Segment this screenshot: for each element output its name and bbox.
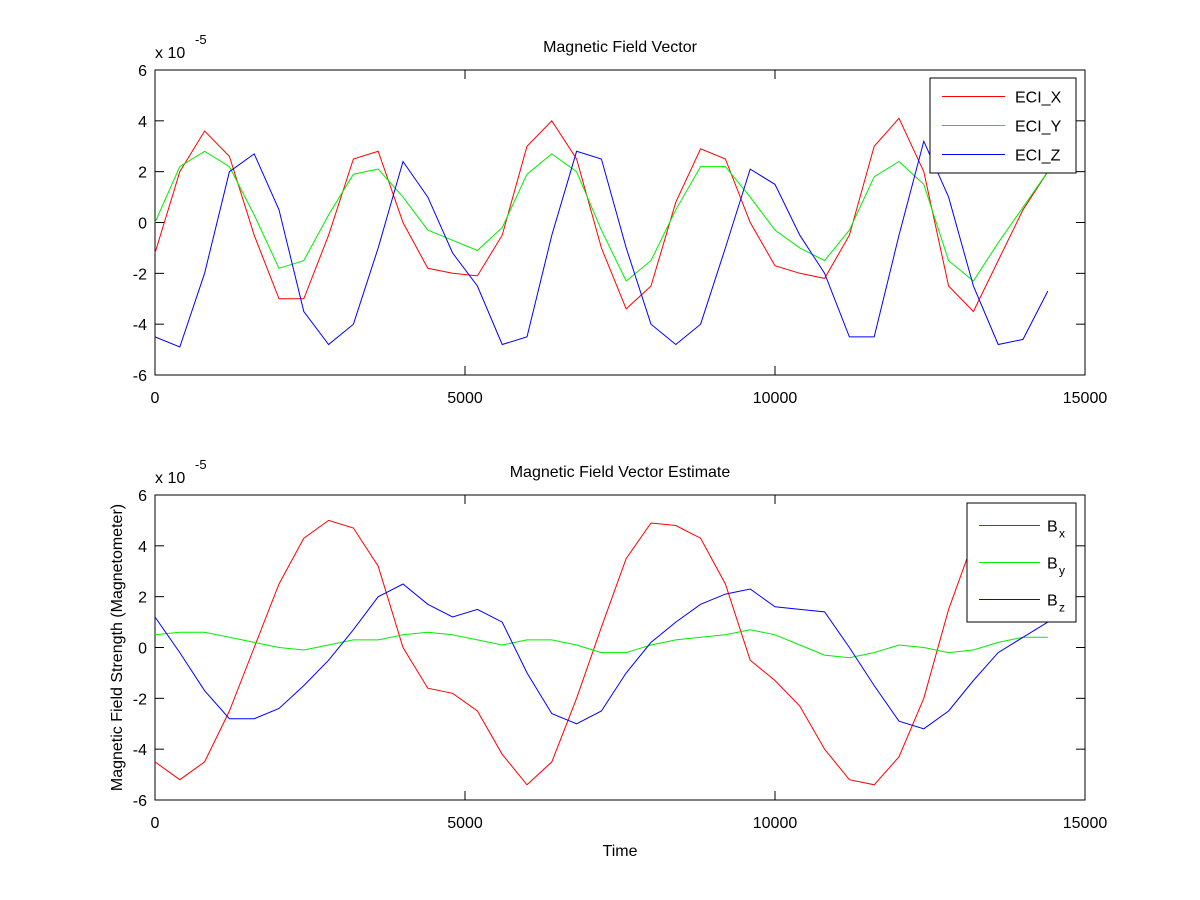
y-tick-label: 6 bbox=[138, 488, 147, 505]
legend-label: ECI_X bbox=[1015, 90, 1062, 107]
y-tick-label: -6 bbox=[133, 793, 147, 810]
x-tick-label: 10000 bbox=[753, 390, 798, 407]
x-axis-label: Time bbox=[603, 843, 638, 860]
legend-label: B bbox=[1047, 593, 1058, 610]
y-tick-label: 2 bbox=[138, 590, 147, 607]
y-tick-label: -2 bbox=[133, 691, 147, 708]
y-tick-label: -4 bbox=[133, 317, 147, 334]
legend-label: B bbox=[1047, 519, 1058, 536]
chart-title: Magnetic Field Vector Estimate bbox=[510, 464, 731, 481]
legend-label: ECI_Y bbox=[1015, 119, 1062, 136]
exponent-label: x 10 bbox=[155, 45, 185, 62]
chart-title: Magnetic Field Vector bbox=[543, 39, 698, 56]
x-tick-label: 5000 bbox=[447, 815, 483, 832]
y-tick-label: 2 bbox=[138, 165, 147, 182]
y-tick-label: -4 bbox=[133, 742, 147, 759]
x-tick-label: 15000 bbox=[1063, 390, 1108, 407]
y-tick-label: -2 bbox=[133, 266, 147, 283]
x-tick-label: 15000 bbox=[1063, 815, 1108, 832]
legend-subscript: x bbox=[1059, 527, 1065, 541]
y-axis-label: Magnetic Field Strength (Magnetometer) bbox=[109, 504, 126, 791]
data-line bbox=[154, 139, 1049, 348]
exponent: -5 bbox=[195, 457, 207, 472]
y-tick-label: -6 bbox=[133, 368, 147, 385]
y-tick-label: 0 bbox=[138, 216, 147, 233]
data-line bbox=[154, 150, 1049, 282]
y-tick-label: 6 bbox=[138, 63, 147, 80]
exponent-label: x 10 bbox=[155, 470, 185, 487]
data-line bbox=[154, 583, 1049, 730]
legend-subscript: z bbox=[1059, 601, 1065, 615]
data-line bbox=[154, 629, 1048, 659]
legend-subscript: y bbox=[1059, 564, 1065, 578]
x-tick-label: 5000 bbox=[447, 390, 483, 407]
axes-box bbox=[154, 494, 1086, 801]
legend-label: B bbox=[1047, 556, 1058, 573]
exponent: -5 bbox=[195, 32, 207, 47]
y-tick-label: 4 bbox=[138, 539, 147, 556]
data-line bbox=[154, 117, 1049, 313]
y-tick-label: 0 bbox=[138, 641, 147, 658]
y-tick-label: 4 bbox=[138, 114, 147, 131]
x-tick-label: 10000 bbox=[753, 815, 798, 832]
x-tick-label: 0 bbox=[151, 390, 160, 407]
x-tick-label: 0 bbox=[151, 815, 160, 832]
data-line bbox=[154, 519, 1048, 786]
legend-label: ECI_Z bbox=[1015, 148, 1061, 165]
